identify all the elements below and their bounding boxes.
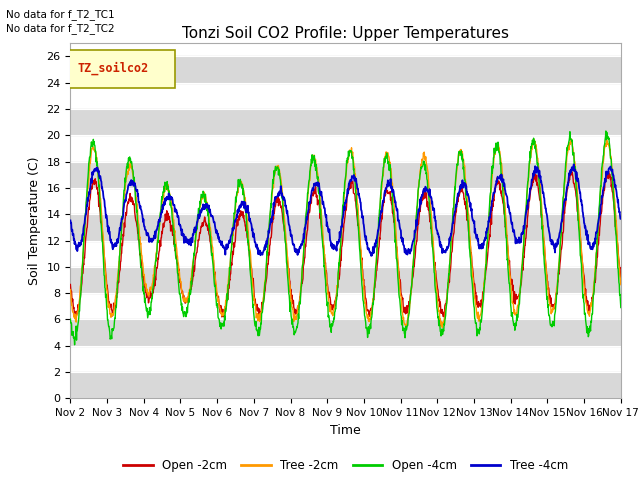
Legend: Open -2cm, Tree -2cm, Open -4cm, Tree -4cm: Open -2cm, Tree -2cm, Open -4cm, Tree -4… xyxy=(118,454,573,477)
X-axis label: Time: Time xyxy=(330,424,361,437)
Text: No data for f_T2_TC2: No data for f_T2_TC2 xyxy=(6,23,115,34)
Bar xyxy=(70,320,621,346)
Text: No data for f_T2_TC1: No data for f_T2_TC1 xyxy=(6,9,115,20)
Bar xyxy=(70,56,621,83)
Bar xyxy=(70,162,621,188)
Bar xyxy=(70,214,621,240)
Text: TZ_soilco2: TZ_soilco2 xyxy=(77,62,149,75)
Y-axis label: Soil Temperature (C): Soil Temperature (C) xyxy=(28,156,41,285)
FancyBboxPatch shape xyxy=(68,50,175,87)
Title: Tonzi Soil CO2 Profile: Upper Temperatures: Tonzi Soil CO2 Profile: Upper Temperatur… xyxy=(182,25,509,41)
Bar xyxy=(70,109,621,135)
Bar xyxy=(70,372,621,398)
Bar xyxy=(70,267,621,293)
